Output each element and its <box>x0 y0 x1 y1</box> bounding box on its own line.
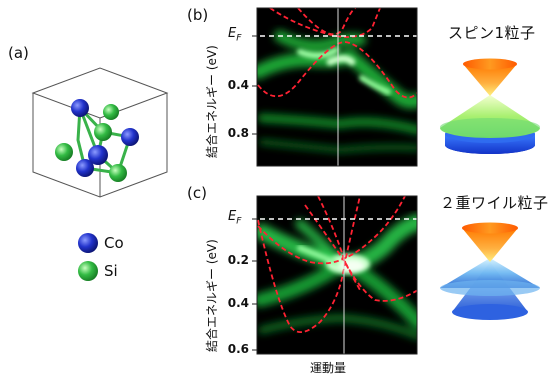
tick-b-0.8: 0.8 <box>227 126 249 140</box>
y-axis-label-b: 結合エネルギー (eV) <box>205 45 219 158</box>
legend-si-label: Si <box>104 262 118 280</box>
spin1-particle-label: スピン1粒子 <box>448 24 536 42</box>
atoms <box>55 99 139 182</box>
co-atom <box>88 145 108 165</box>
tick-b-0.4: 0.4 <box>227 78 249 92</box>
tick-c-0.6: 0.6 <box>227 342 249 356</box>
x-axis-label: 運動量 <box>310 361 347 375</box>
tick-c-0.2: 0.2 <box>227 253 249 267</box>
legend-co-swatch <box>78 233 98 253</box>
cube-top-face <box>31 67 169 119</box>
co-atom <box>121 128 139 146</box>
arpes-panel-c <box>256 195 420 355</box>
si-atom <box>103 104 119 120</box>
double-weyl-particle-label: ２重ワイル粒子 <box>440 194 549 212</box>
co-atom <box>71 99 89 117</box>
legend-si-swatch <box>78 261 98 281</box>
model-bands-c <box>257 196 417 333</box>
fermi-label-c: EF <box>228 209 242 227</box>
double-weyl-cone-diagram <box>440 222 540 320</box>
y-axis-label-c: 結合エネルギー (eV) <box>205 239 219 352</box>
si-atom <box>55 143 73 161</box>
si-atom <box>109 164 127 182</box>
legend-co-label: Co <box>104 234 124 252</box>
co-atom <box>76 159 94 177</box>
si-atom <box>94 123 112 141</box>
y-ticks <box>252 35 257 351</box>
fermi-label-b: EF <box>228 26 242 44</box>
panel-c-label: (c) <box>187 184 207 202</box>
spin1-cone-diagram <box>440 58 540 154</box>
tick-c-0.4: 0.4 <box>227 296 249 310</box>
arpes-panel-b <box>256 7 420 167</box>
panel-a-label: (a) <box>8 44 29 62</box>
panel-b-label: (b) <box>187 6 209 24</box>
